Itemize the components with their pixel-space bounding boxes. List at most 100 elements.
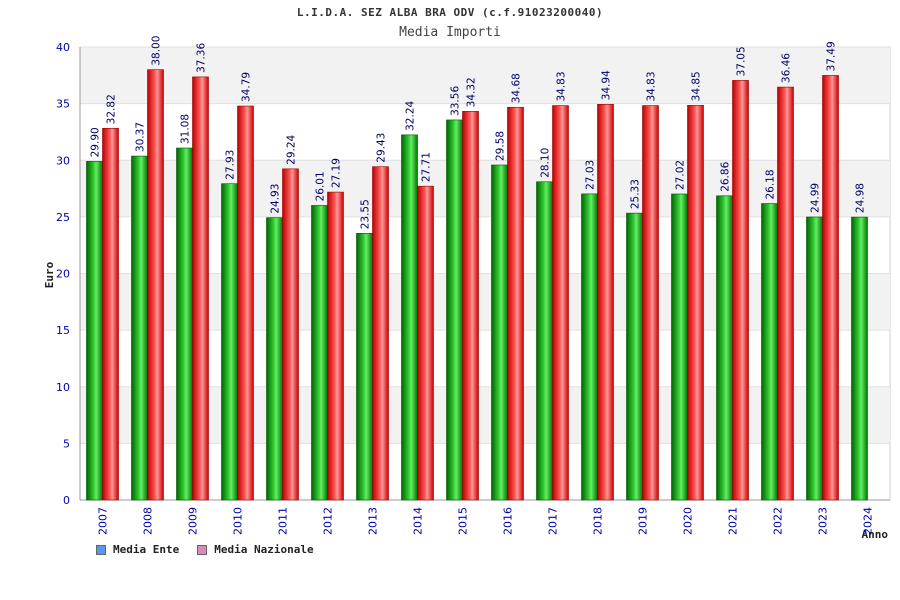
bar-media-nazionale	[732, 80, 749, 501]
bar-media-nazionale	[372, 166, 389, 501]
data-label-media-ente: 23.55	[360, 199, 372, 229]
x-tick-label: 2021	[727, 507, 740, 535]
data-label-media-ente: 27.02	[675, 160, 687, 190]
x-axis-label: Anno	[862, 528, 889, 541]
x-tick-label: 2009	[187, 507, 200, 535]
bar-media-nazionale	[507, 106, 524, 501]
data-label-media-ente: 28.10	[540, 148, 552, 178]
data-label-media-ente: 27.03	[585, 160, 597, 190]
bar-media-nazionale	[417, 185, 434, 501]
legend-label-ente: Media Ente	[113, 543, 180, 556]
bar-media-nazionale	[237, 105, 254, 501]
bar-media-nazionale	[282, 168, 299, 501]
y-tick-label: 10	[56, 381, 70, 394]
chart-title: L.I.D.A. SEZ ALBA BRA ODV (c.f.910232000…	[296, 6, 604, 19]
y-tick-label: 35	[56, 98, 70, 111]
bar-media-nazionale	[777, 86, 794, 501]
data-label-media-nazionale: 34.83	[556, 71, 568, 101]
bar-media-ente	[716, 195, 733, 501]
bar-media-nazionale	[327, 191, 344, 501]
bar-media-ente	[131, 155, 148, 501]
x-tick-label: 2008	[142, 507, 155, 535]
x-tick-label: 2020	[682, 507, 695, 535]
data-label-media-nazionale: 29.24	[286, 134, 298, 164]
bar-media-ente	[311, 205, 328, 501]
data-label-media-nazionale: 29.43	[376, 133, 388, 163]
x-tick-label: 2022	[772, 507, 785, 535]
bar-media-nazionale	[552, 105, 569, 501]
data-label-media-ente: 31.08	[180, 114, 192, 144]
data-label-media-nazionale: 27.71	[421, 152, 433, 182]
legend-swatch-ente	[96, 544, 106, 555]
grid-band	[80, 47, 890, 104]
x-tick-label: 2016	[502, 507, 515, 535]
bar-media-ente	[401, 134, 418, 501]
bar-media-nazionale	[192, 76, 209, 501]
y-tick-label: 40	[56, 41, 70, 54]
bar-media-nazionale	[462, 111, 479, 501]
y-tick-label: 30	[56, 154, 70, 167]
x-tick-label: 2015	[457, 507, 470, 535]
y-axis-label: Euro	[43, 261, 56, 288]
data-label-media-ente: 30.37	[135, 122, 147, 152]
x-tick-label: 2018	[592, 507, 605, 535]
bar-media-ente	[221, 183, 238, 501]
data-label-media-nazionale: 34.68	[511, 73, 523, 103]
x-tick-label: 2012	[322, 507, 335, 535]
data-label-media-ente: 25.33	[630, 179, 642, 209]
bar-media-ente	[491, 164, 508, 501]
y-tick-label: 25	[56, 211, 70, 224]
grid-band	[80, 160, 890, 217]
bar-media-ente	[761, 203, 778, 501]
bar-media-ente	[581, 193, 598, 501]
y-tick-label: 20	[56, 268, 70, 281]
x-tick-label: 2011	[277, 507, 290, 535]
data-label-media-nazionale: 32.82	[106, 94, 118, 124]
grid-band	[80, 273, 890, 331]
data-label-media-nazionale: 34.94	[601, 70, 613, 100]
data-label-media-ente: 29.58	[495, 131, 507, 161]
legend-label-nazionale: Media Nazionale	[214, 543, 314, 556]
bar-media-ente	[626, 212, 643, 501]
bar-media-ente	[176, 147, 193, 501]
bar-media-ente	[266, 217, 283, 501]
data-label-media-nazionale: 27.19	[331, 158, 343, 188]
bar-media-ente	[671, 193, 688, 501]
legend: Media Ente Media Nazionale	[96, 543, 314, 556]
data-label-media-ente: 32.24	[405, 101, 417, 131]
data-label-media-ente: 26.01	[315, 171, 327, 201]
bar-media-nazionale	[687, 105, 704, 501]
legend-swatch-nazionale	[197, 544, 208, 555]
data-label-media-ente: 29.90	[90, 127, 102, 157]
x-tick-label: 2024	[862, 507, 875, 535]
bar-media-ente	[446, 119, 463, 501]
x-tick-label: 2014	[412, 507, 425, 535]
bar-media-ente	[356, 232, 373, 501]
y-tick-label: 0	[63, 494, 70, 507]
data-label-media-ente: 33.56	[450, 86, 462, 116]
x-tick-label: 2013	[367, 507, 380, 535]
data-label-media-ente: 24.99	[810, 183, 822, 213]
bar-media-ente	[851, 216, 868, 501]
data-label-media-ente: 27.93	[225, 150, 237, 180]
x-tick-label: 2019	[637, 507, 650, 535]
data-label-media-nazionale: 34.79	[241, 72, 253, 102]
x-tick-label: 2010	[232, 507, 245, 535]
data-label-media-nazionale: 34.83	[646, 71, 658, 101]
data-label-media-ente: 24.98	[855, 183, 867, 213]
legend-item-nazionale: Media Nazionale	[197, 543, 314, 556]
y-tick-label: 5	[63, 437, 70, 450]
grid-band	[80, 386, 890, 444]
bar-media-nazionale	[642, 105, 659, 501]
bar-media-nazionale	[102, 128, 119, 501]
bar-media-ente	[536, 181, 553, 501]
data-label-media-nazionale: 34.85	[691, 71, 703, 101]
data-label-media-nazionale: 37.36	[196, 43, 208, 73]
bar-media-ente	[86, 161, 103, 501]
data-label-media-nazionale: 36.46	[781, 53, 793, 83]
x-tick-label: 2023	[817, 507, 830, 535]
data-label-media-nazionale: 38.00	[151, 36, 163, 66]
data-label-media-nazionale: 37.05	[736, 46, 748, 76]
bar-media-ente	[806, 216, 823, 501]
